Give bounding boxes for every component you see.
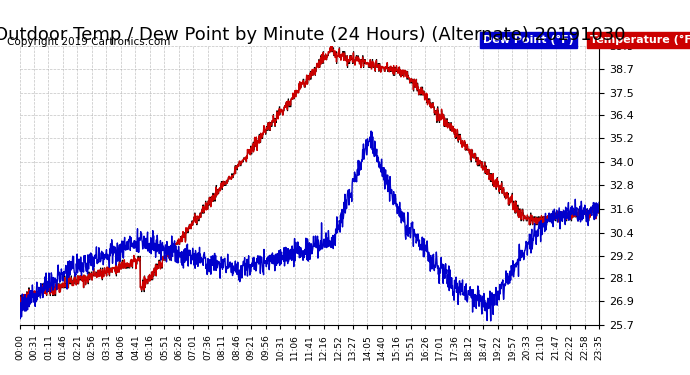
Text: Copyright 2019 Cartronics.com: Copyright 2019 Cartronics.com: [7, 37, 170, 47]
Title: Outdoor Temp / Dew Point by Minute (24 Hours) (Alternate) 20191030: Outdoor Temp / Dew Point by Minute (24 H…: [0, 26, 625, 44]
Text: Temperature (°F): Temperature (°F): [590, 35, 690, 45]
Text: Dew Point (°F): Dew Point (°F): [483, 35, 574, 45]
